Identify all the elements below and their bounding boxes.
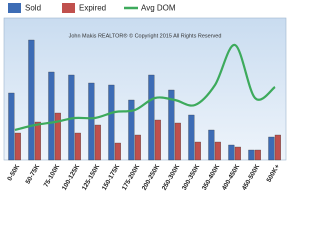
bar: [194, 141, 201, 161]
bar: [128, 99, 135, 161]
bar: [134, 134, 141, 161]
bar: [88, 82, 95, 161]
bar: [114, 142, 121, 161]
bar: [34, 121, 41, 161]
bar: [48, 71, 55, 161]
legend-swatch: [8, 3, 21, 13]
bar: [154, 119, 161, 161]
bar: [74, 132, 81, 161]
bar: [148, 74, 155, 161]
bar: [28, 39, 35, 161]
chart: John Makis REALTOR® © Copyright 2015 All…: [3, 3, 287, 192]
bar: [174, 122, 181, 161]
legend-label: Avg DOM: [141, 4, 176, 13]
legend-label: Expired: [79, 4, 106, 13]
bar: [248, 149, 255, 161]
bar: [208, 129, 215, 161]
annotation: John Makis REALTOR® © Copyright 2015 All…: [69, 32, 222, 39]
bar: [228, 144, 235, 161]
legend-swatch: [62, 3, 75, 13]
bar: [8, 92, 15, 161]
bar: [254, 149, 261, 161]
bar: [214, 141, 221, 161]
bar: [274, 134, 281, 161]
bar: [14, 132, 21, 161]
bar: [94, 124, 101, 161]
bar: [268, 136, 275, 161]
bar: [188, 114, 195, 161]
bar: [54, 112, 61, 161]
bar: [108, 84, 115, 161]
legend-label: Sold: [25, 4, 41, 13]
bar: [168, 89, 175, 161]
bar: [234, 146, 241, 161]
line: [14, 43, 276, 132]
legend: Sold Expired Avg DOM: [8, 3, 176, 13]
